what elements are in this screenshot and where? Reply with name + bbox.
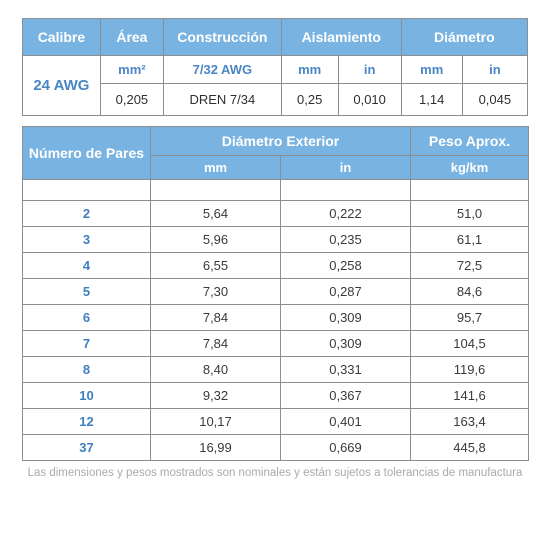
table-row: 3716,990,669445,8 [23, 435, 529, 461]
cell-kgkm: 61,1 [411, 227, 529, 253]
cell-pares: 12 [23, 409, 151, 435]
unit-dia-in: in [462, 56, 527, 84]
cell-kgkm: 95,7 [411, 305, 529, 331]
cell-mm: 5,96 [151, 227, 281, 253]
cell-kgkm: 445,8 [411, 435, 529, 461]
pairs-table: Número de Pares Diámetro Exterior Peso A… [22, 126, 529, 461]
hdr-area: Área [100, 19, 163, 56]
cell-kgkm: 141,6 [411, 383, 529, 409]
cell-in: 0,669 [281, 435, 411, 461]
hdr-construccion: Construcción [163, 19, 281, 56]
cell-mm: 7,30 [151, 279, 281, 305]
table-row: 67,840,30995,7 [23, 305, 529, 331]
cell-pares: 4 [23, 253, 151, 279]
cell-kgkm: 163,4 [411, 409, 529, 435]
cell-mm: 16,99 [151, 435, 281, 461]
table-header-row: Calibre Área Construcción Aislamiento Di… [23, 19, 528, 56]
cell-in: 0,258 [281, 253, 411, 279]
cell-in: 0,309 [281, 305, 411, 331]
cell-pares: 2 [23, 201, 151, 227]
footnote: Las dimensiones y pesos mostrados son no… [22, 467, 528, 479]
cell-area: 0,205 [100, 84, 163, 116]
cell-pares: 3 [23, 227, 151, 253]
table-row: 35,960,23561,1 [23, 227, 529, 253]
unit-ais-in: in [338, 56, 401, 84]
table-spacer-row [23, 180, 529, 201]
cell-dia-in: 0,045 [462, 84, 527, 116]
unit-dia-mm: mm [401, 56, 462, 84]
hdr-diametro: Diámetro [401, 19, 527, 56]
table-row: 25,640,22251,0 [23, 201, 529, 227]
table-row: 77,840,309104,5 [23, 331, 529, 357]
table-header-row: Número de Pares Diámetro Exterior Peso A… [23, 127, 529, 156]
hdr-mm: mm [151, 156, 281, 180]
cell-kgkm: 51,0 [411, 201, 529, 227]
hdr-aislamiento: Aislamiento [281, 19, 401, 56]
hdr-peso: Peso Aprox. [411, 127, 529, 156]
unit-area: mm² [100, 56, 163, 84]
cell-construccion: DREN 7/34 [163, 84, 281, 116]
cell-in: 0,331 [281, 357, 411, 383]
cell-pares: 5 [23, 279, 151, 305]
cell-kgkm: 119,6 [411, 357, 529, 383]
cell-in: 0,367 [281, 383, 411, 409]
hdr-kgkm: kg/km [411, 156, 529, 180]
cell-mm: 9,32 [151, 383, 281, 409]
cell-pares: 7 [23, 331, 151, 357]
cell-pares: 37 [23, 435, 151, 461]
cell-mm: 5,64 [151, 201, 281, 227]
cell-pares: 8 [23, 357, 151, 383]
cell-pares: 6 [23, 305, 151, 331]
table-row: 57,300,28784,6 [23, 279, 529, 305]
cell-in: 0,401 [281, 409, 411, 435]
hdr-in: in [281, 156, 411, 180]
cell-calibre: 24 AWG [23, 56, 101, 116]
table-row: 88,400,331119,6 [23, 357, 529, 383]
cell-mm: 7,84 [151, 331, 281, 357]
table-row: 109,320,367141,6 [23, 383, 529, 409]
cell-in: 0,287 [281, 279, 411, 305]
table-row: 46,550,25872,5 [23, 253, 529, 279]
cell-mm: 6,55 [151, 253, 281, 279]
spec-table: Calibre Área Construcción Aislamiento Di… [22, 18, 528, 116]
cell-mm: 8,40 [151, 357, 281, 383]
cell-mm: 10,17 [151, 409, 281, 435]
hdr-diamext: Diámetro Exterior [151, 127, 411, 156]
cell-in: 0,309 [281, 331, 411, 357]
cell-kgkm: 84,6 [411, 279, 529, 305]
cell-kgkm: 72,5 [411, 253, 529, 279]
cell-pares: 10 [23, 383, 151, 409]
cell-kgkm: 104,5 [411, 331, 529, 357]
table-row: 1210,170,401163,4 [23, 409, 529, 435]
unit-ais-mm: mm [281, 56, 338, 84]
cell-in: 0,222 [281, 201, 411, 227]
sub-construccion: 7/32 AWG [163, 56, 281, 84]
hdr-calibre: Calibre [23, 19, 101, 56]
cell-mm: 7,84 [151, 305, 281, 331]
cell-ais-mm: 0,25 [281, 84, 338, 116]
cell-dia-mm: 1,14 [401, 84, 462, 116]
cell-in: 0,235 [281, 227, 411, 253]
cell-ais-in: 0,010 [338, 84, 401, 116]
hdr-pares: Número de Pares [23, 127, 151, 180]
table-subheader-row: 24 AWG mm² 7/32 AWG mm in mm in [23, 56, 528, 84]
